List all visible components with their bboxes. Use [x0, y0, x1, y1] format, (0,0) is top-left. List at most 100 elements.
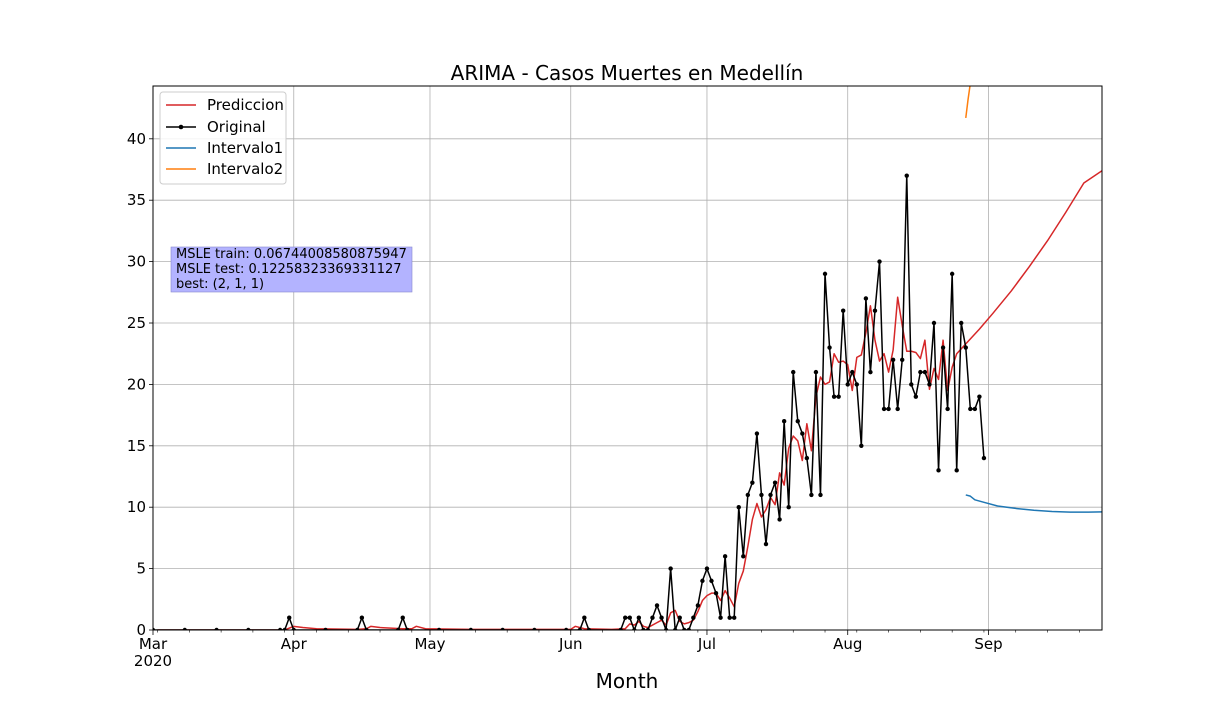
data-point-original — [718, 615, 723, 620]
data-point-original — [913, 394, 919, 399]
msle-annotation: MSLE train: 0.06744008580875947 MSLE tes… — [170, 246, 413, 293]
y-tick-label: 40 — [127, 130, 146, 148]
data-point-original — [872, 308, 878, 313]
data-point-original — [772, 480, 778, 485]
data-point-original — [768, 492, 773, 498]
data-point-original — [468, 627, 474, 630]
data-point-original — [904, 173, 909, 178]
data-point-original — [754, 431, 760, 436]
data-point-original — [654, 603, 660, 608]
data-point-original — [890, 357, 896, 363]
data-point-original — [650, 615, 655, 620]
data-point-original — [927, 382, 932, 387]
data-point-original — [886, 406, 891, 412]
data-point-original — [968, 406, 973, 412]
data-point-original — [564, 627, 569, 630]
data-point-original — [682, 627, 687, 630]
data-point-original — [405, 627, 410, 630]
annotation-line-test: MSLE test: 0.12258323369331127 — [176, 262, 402, 277]
data-point-original — [623, 615, 628, 620]
data-point-original — [818, 492, 823, 498]
data-point-original — [786, 505, 791, 510]
data-point-original — [396, 627, 401, 630]
data-point-original — [436, 627, 442, 630]
series-group — [153, 86, 1102, 630]
data-point-original — [800, 431, 805, 436]
data-point-original — [659, 615, 664, 620]
y-tick-label: 30 — [127, 253, 146, 271]
data-point-original — [850, 369, 855, 375]
data-point-original — [836, 394, 841, 399]
data-point-original — [677, 615, 682, 620]
data-point-original — [909, 382, 914, 387]
data-point-original — [691, 615, 696, 620]
data-point-original — [632, 627, 637, 630]
annotation-line-best: best: (2, 1, 1) — [176, 277, 264, 292]
data-point-original — [763, 541, 769, 547]
data-point-original — [636, 615, 642, 620]
data-point-original — [695, 603, 701, 608]
data-point-original — [954, 468, 959, 473]
data-point-original — [931, 320, 937, 326]
data-point-original — [868, 369, 873, 375]
y-tick-label: 5 — [136, 560, 146, 578]
data-point-original — [182, 627, 187, 630]
data-point-original — [364, 627, 369, 630]
data-point-original — [936, 468, 941, 473]
data-point-original — [981, 455, 987, 461]
x-tick-label: Jul — [697, 635, 716, 653]
data-point-original — [745, 492, 751, 498]
data-point-original — [922, 369, 928, 375]
data-point-original — [586, 627, 592, 630]
data-point-original — [945, 406, 950, 412]
data-point-original — [813, 369, 819, 375]
annotation-line-train: MSLE train: 0.06744008580875947 — [176, 247, 407, 262]
data-point-original — [282, 627, 287, 630]
data-point-original — [972, 406, 978, 412]
data-point-original — [750, 480, 755, 485]
data-point-original — [359, 615, 365, 620]
data-point-original — [713, 590, 719, 596]
data-point-original — [827, 345, 832, 350]
data-point-original — [704, 566, 710, 571]
data-point-original — [323, 627, 328, 630]
legend-label-original: Original — [207, 118, 266, 136]
data-point-original — [641, 627, 646, 630]
data-point-original — [532, 627, 537, 630]
data-point-original — [963, 345, 968, 350]
data-point-original — [759, 492, 764, 498]
data-point-original — [831, 394, 837, 399]
y-tick-label: 35 — [127, 191, 146, 209]
legend-marker-original — [178, 124, 184, 130]
data-point-original — [500, 627, 505, 630]
x-tick-label: May — [414, 635, 445, 653]
data-point-original — [277, 627, 283, 630]
data-point-original — [214, 627, 219, 630]
data-point-original — [727, 615, 732, 620]
legend-box — [159, 91, 287, 185]
data-point-original — [736, 505, 741, 510]
data-point-original — [291, 627, 296, 630]
data-point-original — [895, 406, 900, 412]
data-point-original — [795, 419, 800, 424]
x-tick-sublabel: 2020 — [134, 652, 172, 670]
data-point-original — [722, 554, 728, 559]
data-point-original — [881, 406, 887, 412]
plot-frame — [152, 85, 1103, 631]
annotation-box — [170, 246, 413, 293]
x-axis-label: Month — [596, 669, 659, 693]
data-point-original — [355, 627, 360, 630]
data-point-original — [246, 627, 251, 630]
data-point-original — [577, 627, 583, 630]
data-point-original — [781, 419, 787, 424]
y-tick-label: 10 — [127, 498, 146, 516]
series-line-original — [153, 174, 985, 630]
data-point-original — [741, 554, 746, 559]
x-tick-label: Jun — [558, 635, 582, 653]
data-point-original — [777, 517, 782, 522]
data-point-original — [686, 627, 691, 630]
x-tick-label: Aug — [833, 635, 862, 653]
legend-label-intervalo1: Intervalo1 — [207, 139, 283, 157]
legend: Prediccion Original Intervalo1 Intervalo… — [159, 91, 287, 185]
